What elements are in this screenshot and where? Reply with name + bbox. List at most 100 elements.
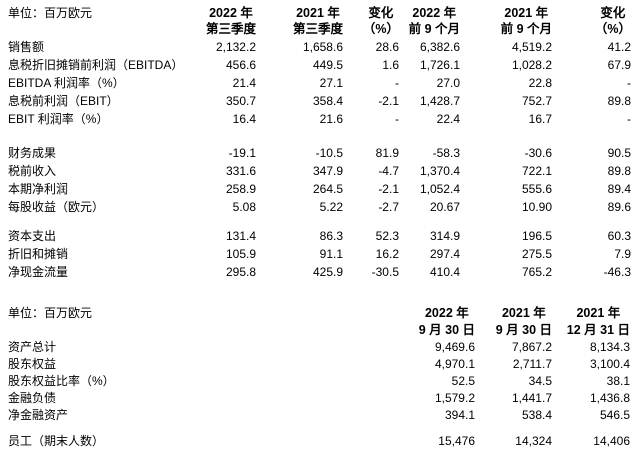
table-row-ebit-margin: EBIT 利润率（%） 16.4 21.6 - 22.4 16.7 -	[8, 110, 631, 128]
cell-value: 91.1	[319, 247, 343, 261]
row-label: 资本支出	[8, 229, 57, 243]
cell-value: 314.9	[429, 229, 460, 243]
row-label: EBITDA 利润率（%）	[8, 76, 125, 90]
cell-value: 410.4	[429, 265, 460, 279]
cell-value: 546.5	[599, 408, 630, 422]
cell-value: 105.9	[225, 247, 256, 261]
cell-value: 81.9	[375, 146, 399, 160]
cell-value: -2.1	[378, 94, 399, 108]
cell-value: 52.3	[375, 229, 399, 243]
cell-value: 331.6	[225, 164, 256, 178]
cell-value: 1,436.8	[589, 391, 630, 405]
row-label: 销售额	[8, 40, 45, 54]
cell-value: 1,052.4	[419, 182, 460, 196]
col-header-2022-9m: 2022 年前 9 个月	[399, 5, 460, 38]
cell-value: 5.22	[319, 200, 343, 214]
cell-value: 27.1	[319, 76, 343, 90]
table-row-financial-result: 财务成果 -19.1 -10.5 81.9 -58.3 -30.6 90.5	[8, 144, 631, 162]
cell-value: 41.2	[607, 40, 631, 54]
column-header: 变化 （%）	[362, 6, 399, 36]
cell-value: 28.6	[375, 40, 399, 54]
cell-value: 60.3	[607, 229, 631, 243]
cell-value: 264.5	[312, 182, 343, 196]
cell-value: 89.4	[607, 182, 631, 196]
cell-value: 22.4	[436, 112, 460, 126]
cell-value: 7.9	[614, 247, 631, 261]
row-label: 资产总计	[8, 340, 57, 354]
cell-value: 14,406	[593, 434, 630, 448]
cell-value: 38.1	[606, 374, 630, 388]
cell-value: 52.5	[451, 374, 475, 388]
cell-value: 2,711.7	[512, 357, 552, 371]
table-row-depreciation: 折旧和摊销 105.9 91.1 16.2 297.4 275.5 7.9	[8, 245, 631, 263]
row-label: 股东权益	[8, 357, 57, 371]
cell-value: -	[395, 76, 399, 90]
table-row-ebit: 息税前利润（EBIT） 350.7 358.4 -2.1 1,428.7 752…	[8, 92, 631, 110]
cell-value: 16.7	[528, 112, 552, 126]
row-label: 税前收入	[8, 164, 57, 178]
cell-value: 394.1	[444, 408, 475, 422]
cell-value: 555.6	[521, 182, 552, 196]
cell-value: 90.5	[607, 146, 631, 160]
table-row-pretax-income: 税前收入 331.6 347.9 -4.7 1,370.4 722.1 89.8	[8, 162, 631, 180]
cell-value: -2.1	[378, 182, 399, 196]
cell-value: -58.3	[432, 146, 460, 160]
table-row-capex: 资本支出 131.4 86.3 52.3 314.9 196.5 60.3	[8, 227, 631, 245]
cell-value: -4.7	[378, 164, 399, 178]
cell-value: 20.67	[429, 200, 460, 214]
cell-value: 358.4	[312, 94, 343, 108]
cell-value: -30.5	[371, 265, 399, 279]
column-header: 变化 （%）	[594, 6, 631, 36]
cell-value: -30.6	[524, 146, 552, 160]
cell-value: 1.6	[382, 58, 399, 72]
cell-value: 425.9	[312, 265, 343, 279]
cell-value: 6,382.6	[419, 40, 460, 54]
table-row-ebitda-margin: EBITDA 利润率（%） 21.4 27.1 - 27.0 22.8 -	[8, 74, 631, 92]
spacer-row	[8, 216, 631, 227]
cell-value: 347.9	[312, 164, 343, 178]
column-header: 2021 年前 9 个月	[500, 6, 552, 36]
cell-value: -	[627, 76, 631, 90]
cell-value: -	[627, 112, 631, 126]
cell-value: 1,370.4	[419, 164, 460, 178]
table-row-employees: 员工（期末人数） 15,476 14,324 14,406	[8, 433, 630, 450]
table-row-net-income: 本期净利润 258.9 264.5 -2.1 1,052.4 555.6 89.…	[8, 180, 631, 198]
column-header: 2022 年第三季度	[205, 6, 256, 36]
cell-value: 1,028.2	[511, 58, 552, 72]
col-header-change-9m: 变化 （%）	[552, 5, 631, 38]
cell-value: 297.4	[429, 247, 460, 261]
col-header-2021-q3: 2021 年第三季度	[256, 5, 343, 38]
cell-value: 16.4	[232, 112, 256, 126]
cell-value: 89.8	[607, 94, 631, 108]
cell-value: 449.5	[312, 58, 343, 72]
cell-value: -10.5	[315, 146, 343, 160]
cell-value: 89.8	[607, 164, 631, 178]
cell-value: 16.2	[375, 247, 399, 261]
cell-value: 1,658.6	[302, 40, 343, 54]
cell-value: 722.1	[521, 164, 552, 178]
row-label: 息税前利润（EBIT）	[8, 94, 119, 108]
unit-label: 单位：百万欧元	[8, 6, 93, 20]
cell-value: 10.90	[521, 200, 552, 214]
cell-value: 7,867.2	[511, 340, 552, 354]
row-label: 每股收益（欧元）	[8, 200, 105, 214]
table-row-net-financial-assets: 净金融资产 394.1 538.4 546.5	[8, 407, 630, 424]
cell-value: 456.6	[225, 58, 256, 72]
column-header: 2022 年前 9 个月	[408, 6, 460, 36]
row-label: 净现金流量	[8, 265, 69, 279]
row-label: 折旧和摊销	[8, 247, 69, 261]
cell-value: 1,726.1	[419, 58, 460, 72]
cell-value: 5.08	[232, 200, 256, 214]
spacer-row	[8, 424, 630, 433]
cell-value: 258.9	[225, 182, 256, 196]
row-label: 金融负债	[8, 391, 57, 405]
income-table-header-row: 单位：百万欧元 2022 年第三季度 2021 年第三季度 变化 （%） 2022…	[8, 5, 631, 38]
row-label: 财务成果	[8, 146, 57, 160]
col-header-2022-q3: 2022 年第三季度	[198, 5, 256, 38]
col-header-2021-9m: 2021 年前 9 个月	[460, 5, 552, 38]
row-label: 息税折旧摊销前利润（EBITDA）	[8, 58, 184, 72]
